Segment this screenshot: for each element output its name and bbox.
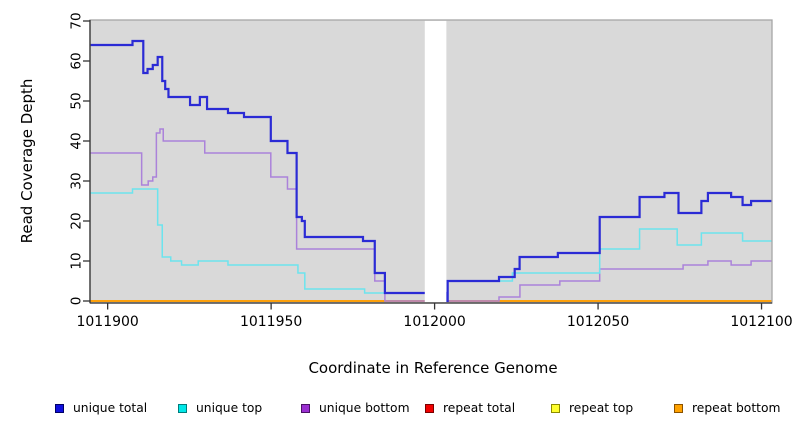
legend-item-repeat-total: repeat total <box>425 401 515 415</box>
y-tick-label: 0 <box>69 297 85 306</box>
y-axis-title: Read Coverage Depth <box>18 78 36 244</box>
legend-label: unique top <box>196 401 263 415</box>
y-tick-label: 30 <box>69 172 85 189</box>
legend-swatch-repeat-bottom <box>674 403 683 413</box>
legend-label: unique total <box>73 401 148 415</box>
y-tick-label: 50 <box>69 92 85 109</box>
x-tick-label: 1011950 <box>240 314 302 330</box>
legend-item-repeat-bottom: repeat bottom <box>674 401 780 415</box>
series-unique-total <box>90 39 772 303</box>
legend-label: repeat top <box>569 401 634 415</box>
y-tick-label: 70 <box>69 12 85 29</box>
legend-item-unique-bottom: unique bottom <box>301 401 410 415</box>
series-unique-top <box>90 188 772 302</box>
y-tick-label: 20 <box>69 212 85 229</box>
legend-swatch-unique-bottom <box>301 403 310 413</box>
x-axis-title: Coordinate in Reference Genome <box>308 359 558 377</box>
legend-swatch-repeat-total <box>425 403 434 413</box>
legend-label: unique bottom <box>319 401 410 415</box>
x-tick-label: 1012050 <box>567 314 629 330</box>
y-tick-label: 40 <box>69 132 85 149</box>
missing-data-gap <box>424 20 447 303</box>
y-tick-label: 10 <box>69 252 85 269</box>
legend-item-unique-total: unique total <box>55 401 147 415</box>
x-tick-label: 1011900 <box>76 314 138 330</box>
y-tick-label: 60 <box>69 52 85 69</box>
series-unique-bottom <box>90 128 772 302</box>
x-tick-label: 1012000 <box>403 314 465 330</box>
legend-item-repeat-top: repeat top <box>551 401 633 415</box>
x-tick-label: 1012100 <box>730 314 792 330</box>
legend-swatch-unique-total <box>55 403 64 413</box>
legend-label: repeat total <box>443 401 516 415</box>
legend-swatch-repeat-top <box>551 403 560 413</box>
legend-item-unique-top: unique top <box>178 401 262 415</box>
legend-label: repeat bottom <box>692 401 781 415</box>
legend-swatch-unique-top <box>178 403 187 413</box>
